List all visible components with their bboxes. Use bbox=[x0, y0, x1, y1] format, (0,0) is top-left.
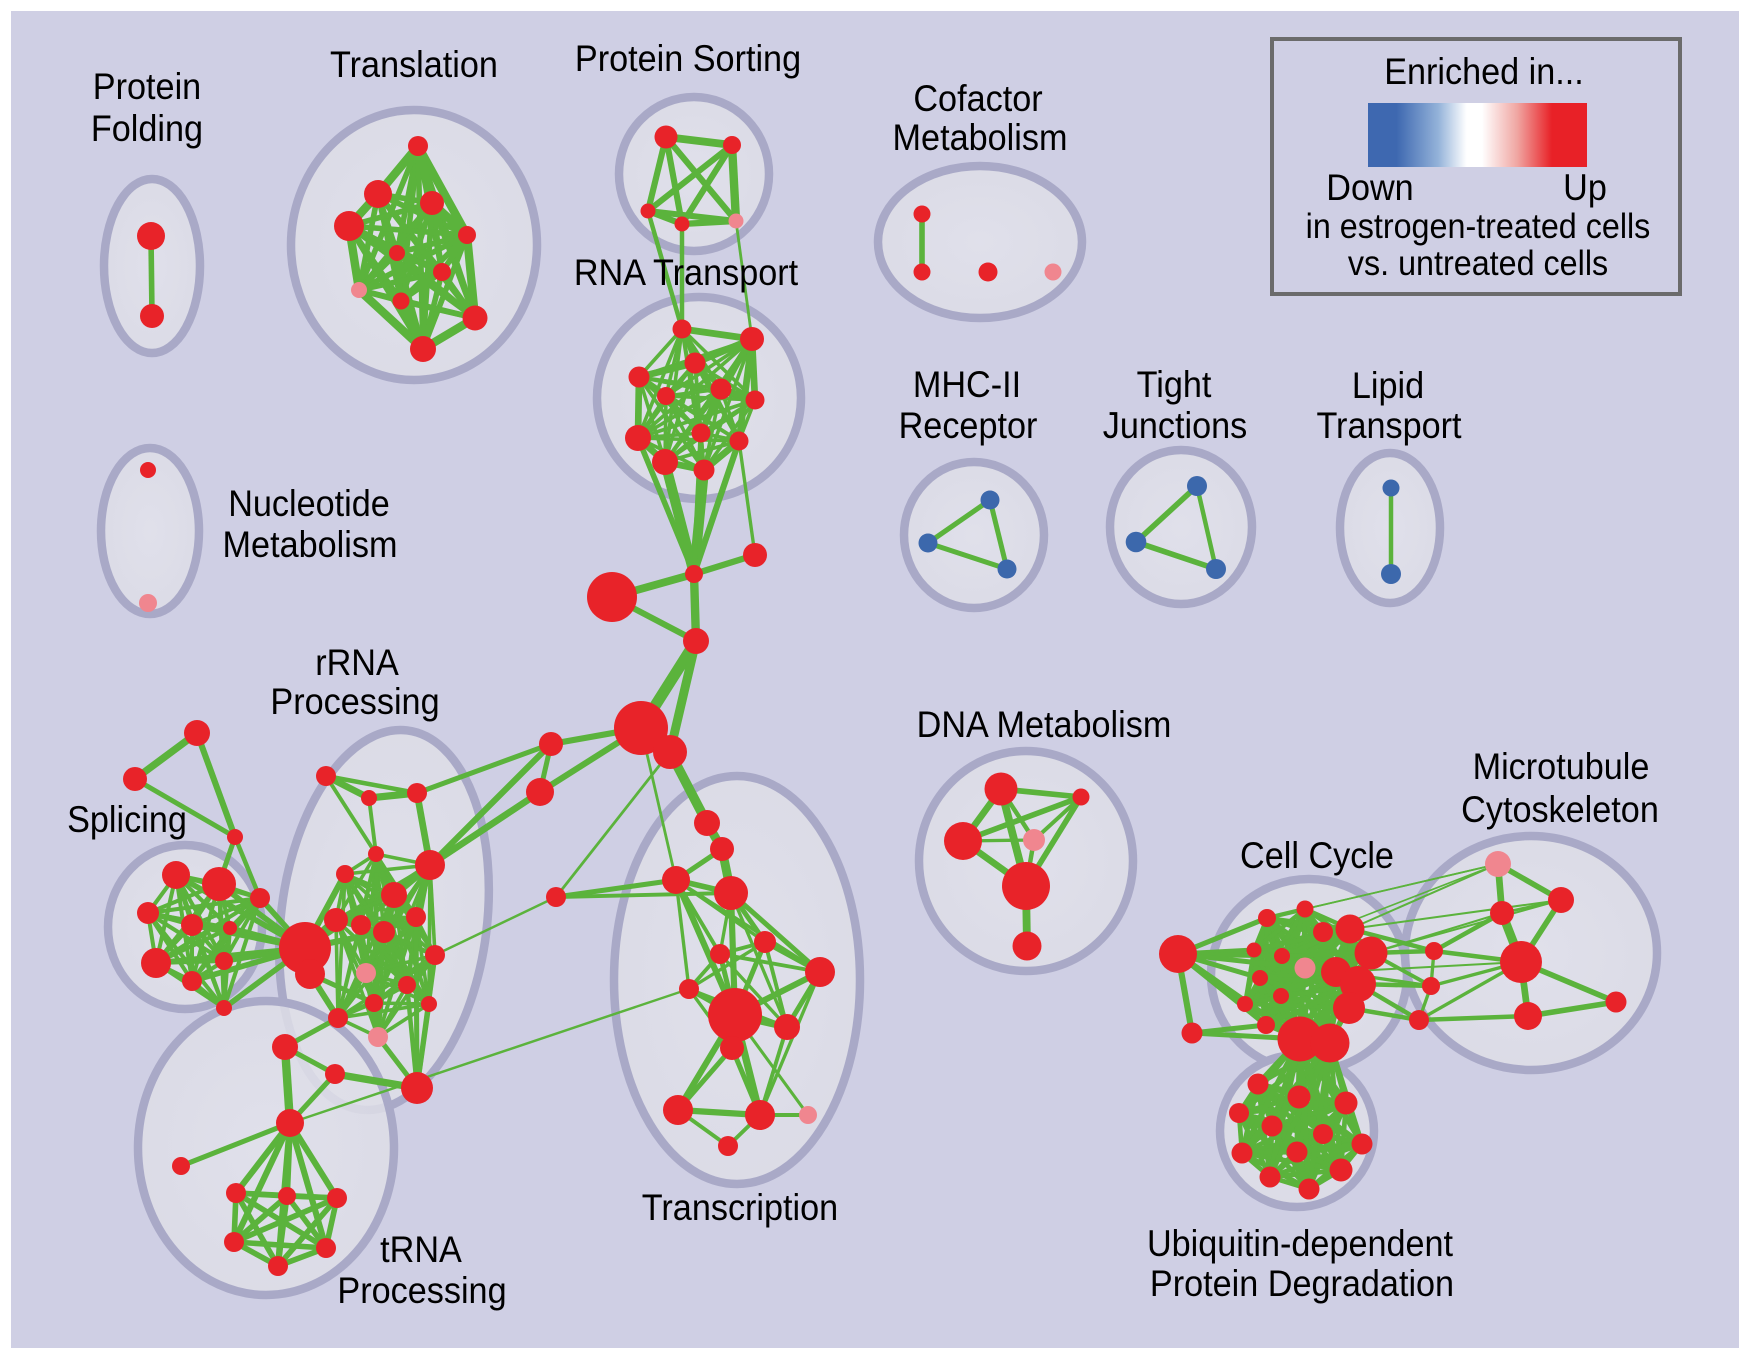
svg-text:Protein Degradation: Protein Degradation bbox=[1150, 1263, 1454, 1304]
svg-text:Cell Cycle: Cell Cycle bbox=[1240, 835, 1394, 876]
svg-text:Cofactor: Cofactor bbox=[913, 78, 1042, 119]
svg-text:Transport: Transport bbox=[1316, 405, 1462, 446]
svg-text:Translation: Translation bbox=[330, 44, 498, 85]
svg-text:Processing: Processing bbox=[270, 681, 439, 722]
svg-text:Processing: Processing bbox=[337, 1270, 506, 1311]
svg-text:Lipid: Lipid bbox=[1352, 365, 1424, 406]
svg-text:Microtubule: Microtubule bbox=[1473, 746, 1650, 787]
svg-text:MHC-II: MHC-II bbox=[913, 364, 1021, 405]
svg-text:in estrogen-treated cells: in estrogen-treated cells bbox=[1306, 207, 1651, 246]
svg-text:Transcription: Transcription bbox=[642, 1187, 838, 1228]
svg-text:Ubiquitin-dependent: Ubiquitin-dependent bbox=[1147, 1223, 1454, 1264]
svg-text:Metabolism: Metabolism bbox=[223, 524, 398, 565]
svg-text:Enriched in...: Enriched in... bbox=[1384, 51, 1584, 92]
svg-text:vs. untreated cells: vs. untreated cells bbox=[1348, 244, 1608, 283]
svg-text:RNA Transport: RNA Transport bbox=[574, 252, 799, 293]
svg-text:Up: Up bbox=[1563, 167, 1607, 208]
svg-text:Receptor: Receptor bbox=[899, 405, 1038, 446]
svg-text:Junctions: Junctions bbox=[1103, 405, 1248, 446]
svg-text:Protein: Protein bbox=[93, 66, 201, 107]
svg-text:Metabolism: Metabolism bbox=[893, 117, 1068, 158]
svg-text:tRNA: tRNA bbox=[380, 1229, 462, 1270]
svg-text:Folding: Folding bbox=[91, 108, 203, 149]
svg-text:Tight: Tight bbox=[1137, 364, 1212, 405]
svg-text:Splicing: Splicing bbox=[67, 799, 187, 840]
svg-text:Cytoskeleton: Cytoskeleton bbox=[1461, 789, 1659, 830]
svg-text:rRNA: rRNA bbox=[315, 642, 399, 683]
svg-text:Down: Down bbox=[1326, 167, 1413, 208]
svg-text:Nucleotide: Nucleotide bbox=[228, 483, 390, 524]
svg-text:Protein Sorting: Protein Sorting bbox=[575, 38, 801, 79]
svg-text:DNA Metabolism: DNA Metabolism bbox=[917, 704, 1172, 745]
